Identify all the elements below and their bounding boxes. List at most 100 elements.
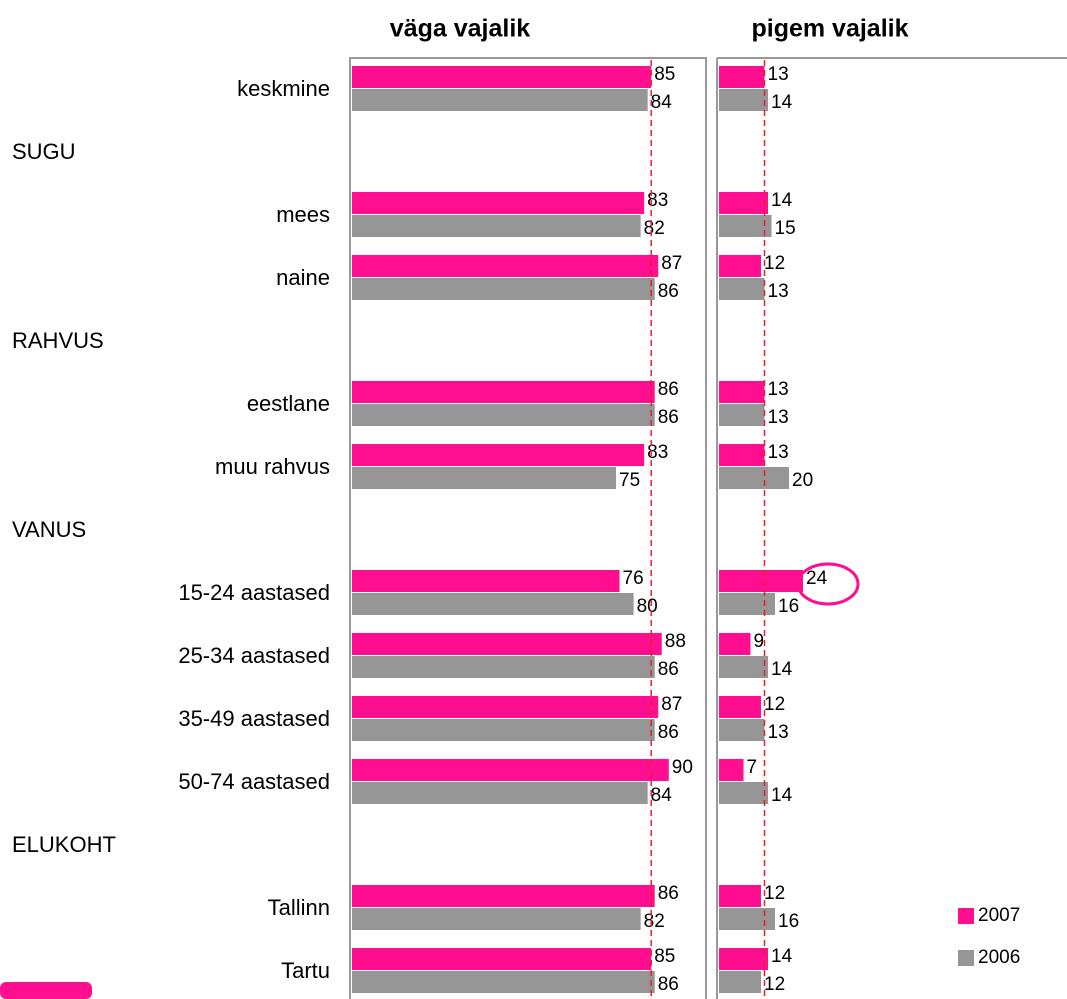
value-label: 12 (764, 253, 785, 274)
bar (352, 908, 641, 930)
bar (352, 696, 659, 718)
bar (719, 215, 772, 237)
bar (719, 971, 761, 993)
legend-label: 2006 (978, 947, 1020, 968)
value-label: 75 (619, 470, 640, 491)
value-label: 76 (623, 568, 644, 589)
bar (719, 656, 768, 678)
value-label: 13 (768, 281, 789, 302)
value-label: 13 (768, 379, 789, 400)
bar (352, 467, 616, 489)
bar (352, 656, 655, 678)
value-label: 87 (661, 694, 682, 715)
value-label: 14 (771, 785, 793, 806)
value-label: 84 (651, 92, 673, 113)
value-label: 86 (658, 659, 679, 680)
logo (0, 982, 92, 999)
bar (719, 444, 765, 466)
category-label: muu rahvus (215, 454, 330, 479)
bar (352, 444, 645, 466)
bar (719, 89, 768, 111)
category-label: Tartu (281, 958, 330, 983)
value-label: 86 (658, 281, 679, 302)
legend-swatch (958, 950, 974, 966)
value-label: 13 (768, 64, 789, 85)
value-label: 14 (771, 190, 793, 211)
value-label: 90 (672, 757, 693, 778)
value-label: 13 (768, 407, 789, 428)
category-label: 25-34 aastased (178, 643, 330, 668)
bar (719, 593, 775, 615)
value-label: 87 (661, 253, 682, 274)
value-label: 88 (665, 631, 686, 652)
value-label: 13 (768, 722, 789, 743)
bar (719, 381, 765, 403)
category-label: eestlane (247, 391, 330, 416)
group-heading: RAHVUS (12, 328, 104, 353)
bar (719, 192, 768, 214)
bar (719, 66, 765, 88)
panel-title: väga vajalik (390, 15, 530, 43)
bar (719, 908, 775, 930)
value-label: 7 (747, 757, 758, 778)
value-label: 12 (764, 883, 785, 904)
bar (719, 404, 765, 426)
bar (719, 633, 751, 655)
bar (352, 381, 655, 403)
category-label: 15-24 aastased (178, 580, 330, 605)
legend-swatch (958, 908, 974, 924)
value-label: 86 (658, 407, 679, 428)
category-label: 35-49 aastased (178, 706, 330, 731)
value-label: 85 (654, 64, 675, 85)
value-label: 24 (806, 568, 828, 589)
value-label: 83 (647, 190, 668, 211)
bar (352, 66, 652, 88)
category-label: Tallinn (268, 895, 330, 920)
value-label: 82 (644, 218, 665, 239)
bar (719, 467, 789, 489)
category-label: naine (276, 265, 330, 290)
bar (352, 593, 634, 615)
value-label: 86 (658, 883, 679, 904)
category-label: keskmine (237, 76, 330, 101)
legend-label: 2007 (978, 905, 1020, 926)
value-label: 16 (778, 596, 799, 617)
bar (719, 278, 765, 300)
bar (352, 719, 655, 741)
bar (352, 89, 648, 111)
value-label: 14 (771, 92, 793, 113)
bar (352, 278, 655, 300)
value-label: 86 (658, 379, 679, 400)
value-label: 83 (647, 442, 668, 463)
bar (352, 633, 662, 655)
value-label: 85 (654, 946, 675, 967)
bar (352, 759, 669, 781)
bar (352, 215, 641, 237)
bar (352, 255, 659, 277)
value-label: 9 (754, 631, 765, 652)
bar (352, 570, 620, 592)
bar (352, 782, 648, 804)
category-label: 50-74 aastased (178, 769, 330, 794)
bar (352, 948, 652, 970)
bar (719, 719, 765, 741)
bar (352, 404, 655, 426)
value-label: 15 (775, 218, 796, 239)
group-heading: SUGU (12, 139, 76, 164)
bar (719, 696, 761, 718)
panel-title: pigem vajalik (751, 15, 908, 43)
value-label: 16 (778, 911, 799, 932)
group-heading: ELUKOHT (12, 832, 116, 857)
bar (719, 255, 761, 277)
value-label: 86 (658, 722, 679, 743)
bar (352, 192, 645, 214)
bar (719, 782, 768, 804)
bar (352, 885, 655, 907)
bar (352, 971, 655, 993)
bar (719, 885, 761, 907)
value-label: 12 (764, 694, 785, 715)
value-label: 12 (764, 974, 785, 995)
bar (719, 570, 803, 592)
